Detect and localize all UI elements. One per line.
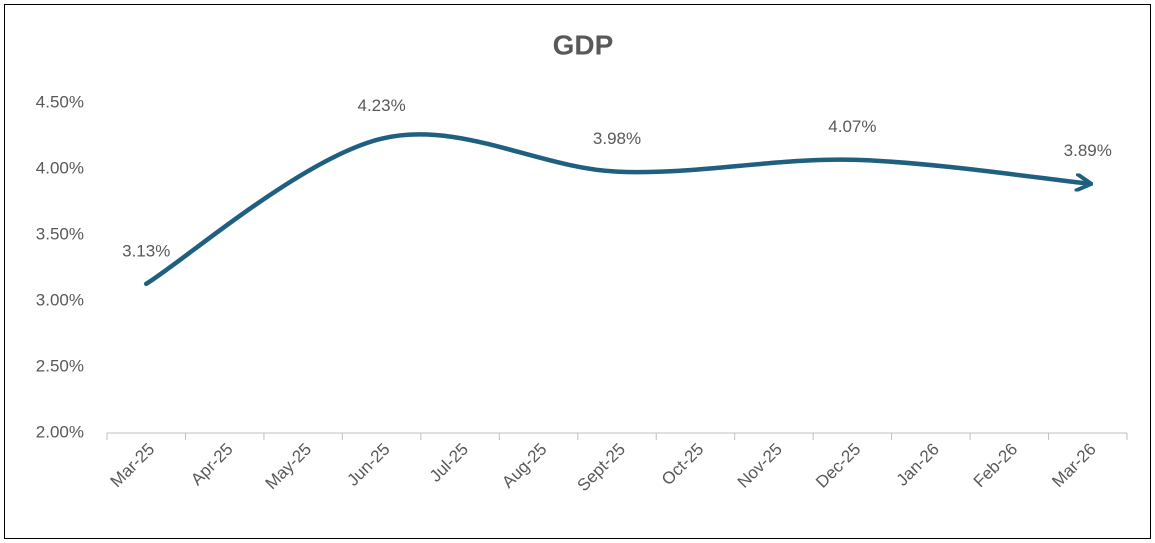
chart-title: GDP (553, 29, 614, 60)
data-label: 3.13% (122, 241, 170, 260)
chart-border (4, 4, 1151, 539)
y-tick-label: 4.00% (36, 158, 84, 177)
y-tick-label: 3.00% (36, 290, 84, 309)
y-tick-label: 2.00% (36, 422, 84, 441)
y-tick-label: 4.50% (36, 92, 84, 111)
y-tick-label: 2.50% (36, 356, 84, 375)
data-label: 3.98% (593, 129, 641, 148)
y-tick-label: 3.50% (36, 224, 84, 243)
data-label: 4.23% (358, 96, 406, 115)
data-label: 3.89% (1064, 141, 1112, 160)
line (143, 132, 1088, 287)
data-label: 4.07% (828, 117, 876, 136)
